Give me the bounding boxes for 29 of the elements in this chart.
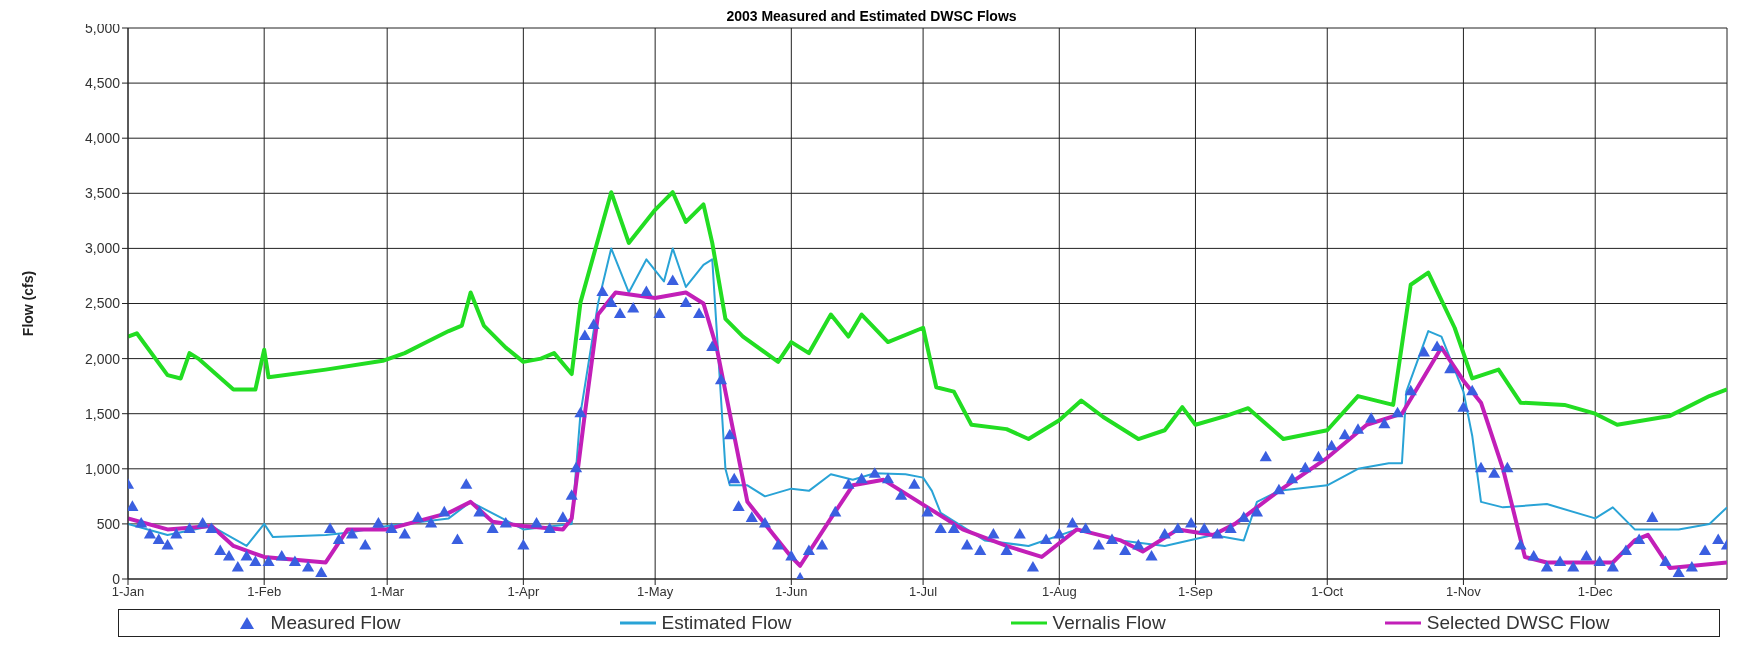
y-tick-label: 4,000	[84, 130, 121, 147]
chart-title: 2003 Measured and Estimated DWSC Flows	[726, 8, 1017, 24]
y-tick-label: 4,500	[84, 75, 121, 92]
y-tick-label: 1,000	[84, 460, 121, 477]
x-tick-label: 1-Dec	[1577, 584, 1614, 600]
y-tick-label: 5,000	[84, 19, 121, 36]
y-tick-label: 1,500	[84, 405, 121, 422]
x-tick-label: 1-Jun	[775, 584, 808, 600]
y-tick-label: 2,500	[84, 295, 121, 312]
y-tick-label: 2,000	[84, 350, 121, 367]
x-tick-label: 1-Nov	[1446, 584, 1482, 600]
legend-label: Estimated Flow	[661, 612, 792, 634]
x-tick-label: 1-May	[637, 584, 674, 600]
x-tick-label: 1-Mar	[370, 584, 405, 600]
legend-label: Vernalis Flow	[1052, 612, 1166, 634]
y-tick-label: 500	[96, 515, 121, 532]
legend-label: Measured Flow	[270, 612, 401, 634]
y-tick-label: 0	[112, 570, 121, 587]
x-tick-label: 1-Jan	[111, 584, 145, 600]
y-tick-label: 3,000	[84, 240, 121, 257]
x-tick-label: 1-Aug	[1041, 584, 1077, 600]
y-tick-label: 3,500	[84, 185, 121, 202]
legend-label: Selected DWSC Flow	[1426, 612, 1610, 634]
x-tick-label: 1-Apr	[507, 584, 540, 600]
x-tick-label: 1-Oct	[1311, 584, 1344, 600]
x-tick-label: 1-Jul	[909, 584, 938, 600]
x-tick-label: 1-Feb	[247, 584, 282, 600]
y-axis-title: Flow (cfs)	[19, 270, 36, 337]
x-tick-label: 1-Sep	[1178, 584, 1213, 600]
